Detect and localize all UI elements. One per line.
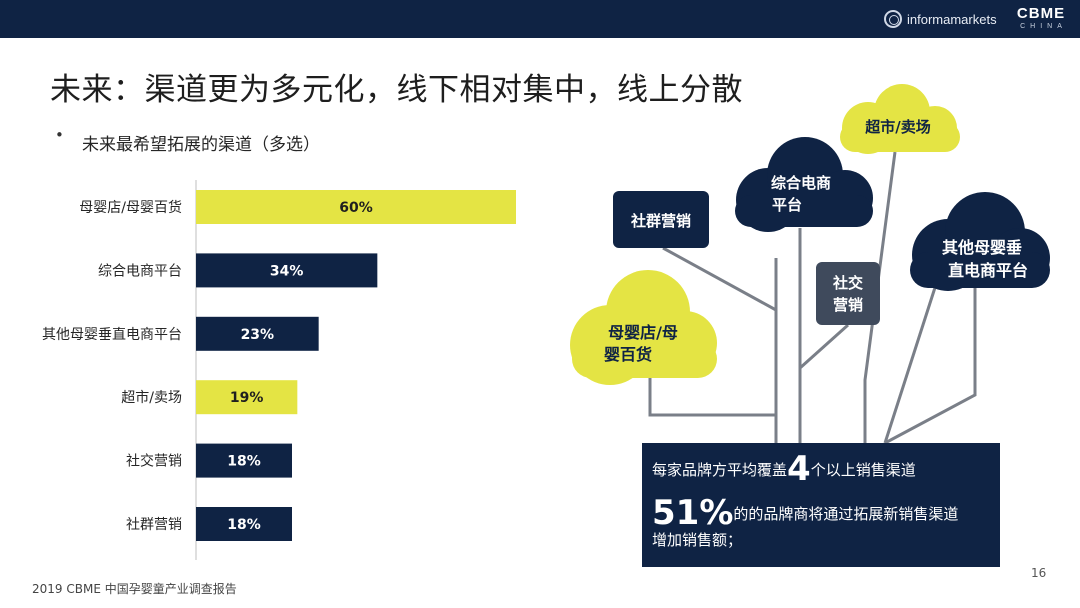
branch-line-qita-a	[883, 271, 942, 444]
summary-line1-prefix: 每家品牌方平均覆盖	[652, 461, 788, 479]
box-shequn: 社群营销	[613, 191, 709, 248]
cloud-zonghe-label-line1: 综合电商	[771, 174, 831, 192]
box-shejiao-label-line2: 营销	[833, 296, 863, 314]
informa-logo-mark-icon	[884, 10, 902, 28]
box-shejiao: 社交 营销	[816, 262, 880, 325]
branch-line-muying	[648, 360, 776, 417]
value-label-2: 23%	[241, 327, 275, 343]
category-label-5: 社群营销	[126, 517, 182, 533]
category-label-1: 综合电商平台	[98, 263, 182, 279]
subtitle-bullet: •	[55, 126, 64, 144]
chart-subtitle: 未来最希望拓展的渠道（多选）	[82, 135, 320, 155]
value-label-3: 19%	[230, 390, 264, 406]
cloud-muying: 母婴店/母 婴百货	[570, 270, 717, 385]
summary-line2-big-number: 51%	[652, 493, 734, 533]
value-label-5: 18%	[227, 517, 261, 533]
page-title: 未来：渠道更为多元化，线下相对集中，线上分散	[50, 72, 743, 108]
box-shejiao-label-line1: 社交	[832, 274, 863, 292]
bar-0	[196, 190, 516, 224]
informa-logo-text: informamarkets	[907, 11, 997, 27]
value-label-4: 18%	[227, 454, 261, 470]
summary-box: 每家品牌方平均覆盖4个以上销售渠道 51%的的品牌商将通过拓展新销售渠道 增加销…	[642, 443, 1000, 567]
cloud-muying-label-line2: 婴百货	[604, 345, 652, 364]
cloud-zonghe-label-line2: 平台	[772, 196, 802, 214]
cbme-china-logo: CBME CHINA	[1010, 6, 1072, 34]
category-label-0: 母婴店/母婴百货	[79, 199, 182, 216]
cloud-muying-label-line1: 母婴店/母	[608, 323, 678, 342]
cloud-qita-label-line2: 直电商平台	[948, 261, 1028, 280]
cbme-logo-text: CBME	[1016, 5, 1066, 22]
branch-line-chaoshi	[863, 151, 897, 443]
value-label-0: 60%	[339, 200, 373, 216]
summary-line2-suffix: 的的品牌商将通过拓展新销售渠道	[733, 505, 959, 523]
summary-line1-suffix: 个以上销售渠道	[810, 461, 916, 479]
cloud-zonghe: 综合电商 平台	[735, 137, 873, 232]
bar-5	[196, 507, 292, 541]
branch-line-shequn	[662, 246, 777, 312]
category-label-4: 社交营销	[126, 453, 182, 470]
branch-line-qita-b	[884, 282, 977, 445]
bar-3	[196, 380, 298, 415]
bar-2	[196, 316, 319, 351]
branch-line-shejiao	[798, 323, 850, 370]
channel-bar-chart: 母婴店/母婴百货 60% 综合电商平台 34% 其他母婴垂直电商平台 23% 超市/卖场 19…	[42, 180, 516, 560]
cloud-qita: 其他母婴垂 直电商平台	[910, 192, 1050, 291]
informa-markets-logo: informamarkets	[884, 9, 997, 29]
cloud-qita-label-line1: 其他母婴垂	[942, 238, 1022, 257]
category-label-2: 其他母婴垂直电商平台	[42, 326, 182, 343]
summary-line1: 每家品牌方平均覆盖4个以上销售渠道	[652, 449, 916, 489]
bar-1	[196, 253, 378, 288]
branch-lines	[648, 151, 977, 445]
summary-line3: 增加销售额；	[652, 531, 743, 549]
bar-4	[196, 443, 292, 478]
box-shequn-label: 社群营销	[630, 212, 691, 230]
page-number: 16	[1031, 566, 1047, 580]
footer-source: 2019 CBME 中国孕婴童产业调查报告	[32, 582, 237, 596]
summary-line1-big-number: 4	[787, 449, 811, 489]
cbme-logo-subtext: CHINA	[1020, 23, 1067, 30]
summary-line2: 51%的的品牌商将通过拓展新销售渠道	[652, 493, 958, 533]
cloud-chaoshi-label: 超市/卖场	[864, 118, 930, 136]
category-label-3: 超市/卖场	[121, 389, 182, 406]
top-banner: informamarkets CBME CHINA	[0, 0, 1080, 38]
cloud-chaoshi: 超市/卖场	[840, 84, 960, 154]
value-label-1: 34%	[270, 263, 304, 279]
